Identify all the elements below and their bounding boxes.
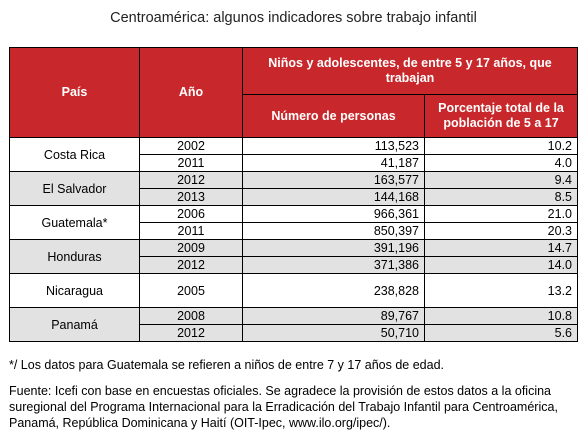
persons-cell: 238,828 xyxy=(242,273,425,308)
percent-cell: 20.3 xyxy=(423,222,579,240)
country-cell: Honduras xyxy=(9,239,140,274)
source-note: Fuente: Icefi con base en encuestas ofic… xyxy=(9,384,558,430)
persons-cell: 163,577 xyxy=(242,171,425,189)
child-labor-table: País Año Niños y adolescentes, de entre … xyxy=(9,47,579,342)
table-row: 2012 50,710 5.6 xyxy=(10,324,579,342)
persons-cell: 41,187 xyxy=(242,154,425,172)
percent-cell: 14.0 xyxy=(423,256,579,274)
persons-cell: 50,710 xyxy=(242,324,425,342)
percent-cell: 9.4 xyxy=(423,171,579,189)
footnote: */ Los datos para Guatemala se refieren … xyxy=(9,358,445,372)
percent-cell: 5.6 xyxy=(423,324,579,342)
persons-cell: 371,386 xyxy=(242,256,425,274)
header-percent: Porcentaje total de la población de 5 a … xyxy=(423,94,579,138)
country-cell: El Salvador xyxy=(9,171,140,206)
year-cell: 2012 xyxy=(139,324,243,342)
header-persons: Número de personas xyxy=(242,94,425,138)
country-cell: Costa Rica xyxy=(9,137,140,172)
persons-cell: 89,767 xyxy=(242,307,425,325)
persons-cell: 966,361 xyxy=(242,205,425,223)
percent-cell: 4.0 xyxy=(423,154,579,172)
country-cell: Nicaragua xyxy=(9,273,140,308)
year-cell: 2012 xyxy=(139,171,243,189)
table-row: 2012 371,386 14.0 xyxy=(10,256,579,274)
percent-cell: 10.8 xyxy=(423,307,579,325)
table-row: 2011 850,397 20.3 xyxy=(10,222,579,240)
percent-cell: 14.7 xyxy=(423,239,579,257)
table-row: Guatemala* 2006 966,361 21.0 xyxy=(9,205,579,240)
table-row: Honduras 2009 391,196 14.7 xyxy=(9,239,579,274)
percent-cell: 10.2 xyxy=(423,137,579,155)
persons-cell: 850,397 xyxy=(242,222,425,240)
percent-cell: 21.0 xyxy=(423,205,579,223)
persons-cell: 391,196 xyxy=(242,239,425,257)
percent-cell: 13.2 xyxy=(423,273,579,308)
table-row: Panamá 2008 89,767 10.8 xyxy=(9,307,579,342)
persons-cell: 144,168 xyxy=(242,188,425,206)
year-cell: 2011 xyxy=(139,154,243,172)
table-row: Nicaragua 2005 238,828 13.2 xyxy=(9,273,579,308)
year-cell: 2005 xyxy=(139,273,243,308)
table-row: Costa Rica 2002 113,523 10.2 xyxy=(9,137,579,172)
header-year: Año xyxy=(139,47,243,138)
year-cell: 2008 xyxy=(139,307,243,325)
country-cell: Panamá xyxy=(9,307,140,342)
country-cell: Guatemala* xyxy=(9,205,140,240)
header-country: País xyxy=(9,47,140,138)
year-cell: 2011 xyxy=(139,222,243,240)
table-body: Costa Rica 2002 113,523 10.2 2011 41,187 4.0 El… xyxy=(9,137,579,342)
year-cell: 2006 xyxy=(139,205,243,223)
table-title: Centroamérica: algunos indicadores sobre… xyxy=(110,10,477,26)
percent-cell: 8.5 xyxy=(423,188,579,206)
year-cell: 2002 xyxy=(139,137,243,155)
year-cell: 2013 xyxy=(139,188,243,206)
year-cell: 2012 xyxy=(139,256,243,274)
persons-cell: 113,523 xyxy=(242,137,425,155)
table-row: El Salvador 2012 163,577 9.4 xyxy=(9,171,579,206)
header-group: Niños y adolescentes, de entre 5 y 17 añ… xyxy=(241,47,579,95)
year-cell: 2009 xyxy=(139,239,243,257)
